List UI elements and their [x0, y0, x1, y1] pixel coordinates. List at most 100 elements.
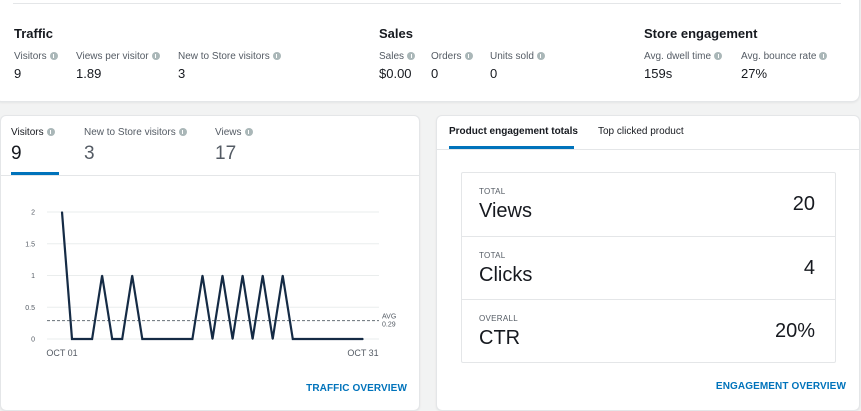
- data-point: [61, 211, 63, 213]
- data-point: [111, 338, 113, 340]
- data-point: [362, 338, 364, 340]
- tab-views[interactable]: Views 17: [215, 126, 253, 165]
- store-engagement-section-title: Store engagement: [644, 26, 758, 41]
- data-point: [81, 338, 83, 340]
- ctr-overall-name: CTR: [479, 327, 521, 349]
- info-icon[interactable]: [272, 52, 281, 60]
- tab-top-clicked-product[interactable]: Top clicked product: [598, 126, 684, 137]
- data-point: [312, 338, 314, 340]
- views-total-name: Views: [479, 200, 532, 222]
- engagement-card: Product engagement totals Top clicked pr…: [436, 115, 860, 411]
- info-icon[interactable]: [407, 52, 416, 60]
- data-point: [231, 338, 234, 340]
- engagement-overview-link[interactable]: ENGAGEMENT OVERVIEW: [715, 381, 846, 392]
- data-point: [291, 338, 294, 340]
- summary-new-visitors-label: New to Store visitors: [178, 50, 270, 62]
- data-point: [221, 274, 224, 277]
- engagement-totals-box: TOTAL Views 20 TOTAL Clicks 4 OVERALL CT…: [461, 172, 836, 363]
- info-icon[interactable]: [151, 52, 160, 60]
- y-tick-label: 1: [31, 273, 35, 280]
- info-icon[interactable]: [244, 128, 253, 136]
- data-point: [251, 338, 254, 340]
- traffic-section-title: Traffic: [14, 26, 54, 41]
- tab-new-to-store-visitors[interactable]: New to Store visitors 3: [84, 126, 187, 165]
- selected-tab-indicator: [11, 172, 59, 175]
- data-point: [151, 338, 154, 340]
- data-point: [171, 338, 174, 340]
- tab-new-visitors-value: 3: [84, 143, 95, 164]
- data-point: [141, 338, 144, 340]
- info-icon[interactable]: [49, 52, 58, 60]
- traffic-card: Visitors 9 New to Store visitors 3 Views…: [0, 115, 420, 411]
- summary-views-per-visitor-label: Views per visitor: [76, 50, 149, 62]
- data-point: [161, 338, 164, 340]
- clicks-total-value: 4: [803, 257, 815, 279]
- ctr-overall-caption: OVERALL: [479, 314, 519, 323]
- clicks-total-name: Clicks: [479, 264, 533, 286]
- tab-views-value: 17: [215, 143, 237, 164]
- data-point: [322, 338, 324, 340]
- chart-grid: [47, 211, 379, 340]
- data-point: [281, 274, 284, 277]
- y-tick-label: 1.5: [25, 241, 35, 248]
- average-label: AVG: [382, 314, 396, 321]
- summary-orders-value: 0: [431, 66, 439, 81]
- ctr-overall-value: 20%: [774, 320, 815, 342]
- y-tick-label: 0: [31, 337, 35, 344]
- data-point: [261, 274, 264, 277]
- x-tick-label-end: OCT 31: [347, 348, 378, 358]
- summary-orders-label: Orders: [431, 50, 462, 62]
- summary-dwell-time-metric: Avg. dwell time 159s: [644, 50, 723, 81]
- tab-visitors-label: Visitors: [11, 126, 44, 138]
- traffic-tabs-divider: [1, 175, 419, 176]
- tab-new-visitors-label: New to Store visitors: [84, 126, 176, 138]
- chart-points: [61, 211, 364, 340]
- info-icon[interactable]: [464, 52, 473, 60]
- summary-visitors-value: 9: [14, 66, 22, 81]
- summary-orders-metric: Orders 0: [431, 50, 473, 81]
- tab-views-label: Views: [215, 126, 242, 138]
- summary-units-sold-label: Units sold: [490, 50, 534, 62]
- data-point: [241, 274, 244, 277]
- info-icon[interactable]: [178, 128, 187, 136]
- summary-bounce-rate-metric: Avg. bounce rate 27%: [741, 50, 828, 81]
- data-point: [71, 338, 73, 340]
- data-point: [302, 338, 304, 340]
- data-point: [101, 274, 103, 277]
- data-point: [201, 274, 204, 277]
- y-tick-label: 2: [31, 210, 35, 217]
- data-point: [211, 338, 214, 340]
- summary-sales-metric: Sales $0.00: [379, 50, 416, 81]
- tab-visitors[interactable]: Visitors 9: [11, 126, 55, 165]
- views-total-row: TOTAL Views 20: [462, 173, 835, 236]
- x-tick-label-start: OCT 01: [46, 348, 77, 358]
- summary-dwell-time-value: 159s: [644, 66, 673, 81]
- engagement-tabs-divider: [437, 149, 859, 150]
- summary-new-visitors-metric: New to Store visitors 3: [178, 50, 281, 81]
- average-value: 0.29: [382, 322, 396, 329]
- summary-card: Traffic Visitors 9 Views per visitor 1.8…: [0, 0, 860, 102]
- info-icon[interactable]: [819, 52, 828, 60]
- data-point: [91, 338, 93, 340]
- summary-views-per-visitor-metric: Views per visitor 1.89: [76, 50, 160, 81]
- views-total-caption: TOTAL: [479, 187, 506, 196]
- visitors-line-chart: 0 0.5 1 1.5 2 AVG 0.29 OCT 01 OCT 31: [25, 210, 396, 359]
- info-icon[interactable]: [46, 128, 55, 136]
- info-icon[interactable]: [714, 52, 723, 60]
- summary-bounce-rate-value: 27%: [741, 66, 768, 81]
- summary-units-sold-value: 0: [490, 66, 498, 81]
- data-point: [181, 338, 184, 340]
- summary-visitors-metric: Visitors 9: [14, 50, 58, 81]
- info-icon[interactable]: [536, 52, 545, 60]
- data-point: [332, 338, 334, 340]
- tab-product-engagement-totals[interactable]: Product engagement totals: [449, 126, 578, 137]
- summary-sales-value: $0.00: [379, 66, 412, 81]
- clicks-total-caption: TOTAL: [479, 251, 506, 260]
- data-point: [191, 338, 194, 340]
- data-point: [352, 338, 354, 340]
- tab-visitors-value: 9: [11, 143, 22, 164]
- summary-units-sold-metric: Units sold 0: [490, 50, 545, 81]
- summary-new-visitors-value: 3: [178, 66, 186, 81]
- traffic-overview-link[interactable]: TRAFFIC OVERVIEW: [306, 383, 407, 394]
- summary-dwell-time-label: Avg. dwell time: [644, 50, 712, 62]
